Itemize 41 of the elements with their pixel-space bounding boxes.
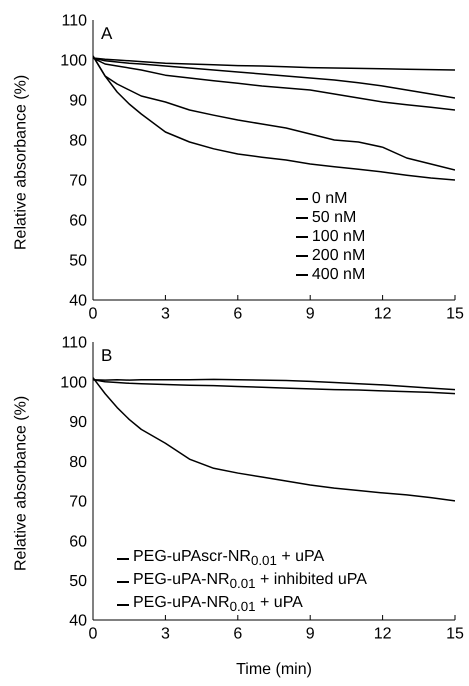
x-tick-label: 15 — [446, 305, 464, 322]
y-tick-label: 90 — [69, 414, 88, 432]
y-tick-label: 50 — [69, 572, 88, 590]
y-tick-label: 100 — [60, 52, 88, 70]
x-tick-label: 15 — [446, 625, 464, 642]
y-tick-label: 70 — [69, 494, 88, 511]
y-tick-label: 40 — [69, 612, 88, 630]
x-axis-title: Time (min) — [236, 661, 312, 678]
annotation: B — [101, 346, 112, 366]
y-tick-label: 50 — [69, 252, 88, 270]
x-tick-label: 9 — [306, 625, 315, 642]
y-tick-label: 40 — [69, 292, 88, 310]
y-tick-label: 110 — [61, 334, 88, 352]
legend-label: 400 nM — [312, 265, 366, 284]
legend-label: 0 nM — [312, 189, 348, 208]
y-tick-label: 100 — [60, 374, 88, 392]
annotation: A — [101, 24, 112, 44]
y-tick-label: 110 — [61, 12, 88, 30]
legend-label: 100 nM — [312, 227, 366, 246]
y-axis-title: Relative absorbance (%) — [12, 74, 30, 250]
x-tick-label: 3 — [160, 305, 170, 322]
y-tick-label: 60 — [69, 212, 88, 230]
y-tick-label: 60 — [69, 533, 88, 550]
legend-label: PEG-uPA-NR$_{0.01}$ + inhibited uPA — [133, 570, 367, 594]
legend-label: PEG-uPAscr-NR$_{0.01}$ + uPA — [133, 547, 324, 570]
x-tick-label: 9 — [306, 305, 315, 322]
y-tick-label: 80 — [69, 454, 88, 471]
x-tick-label: 0 — [88, 625, 98, 642]
x-tick-label: 6 — [233, 625, 242, 642]
y-tick-label: 90 — [69, 92, 88, 110]
legend-label: PEG-uPA-NR$_{0.01}$ + uPA — [133, 593, 303, 617]
x-tick-label: 12 — [374, 625, 392, 642]
x-tick-label: 6 — [233, 305, 242, 322]
y-tick-label: 70 — [69, 172, 88, 190]
legend-label: 50 nM — [312, 208, 356, 227]
x-tick-label: 0 — [88, 305, 98, 322]
x-tick-label: 3 — [160, 625, 170, 642]
legend-label: 200 nM — [312, 246, 366, 265]
y-axis-title: Relative absorbance (%) — [12, 396, 30, 571]
x-tick-label: 12 — [374, 305, 392, 322]
y-tick-label: 80 — [69, 132, 88, 150]
